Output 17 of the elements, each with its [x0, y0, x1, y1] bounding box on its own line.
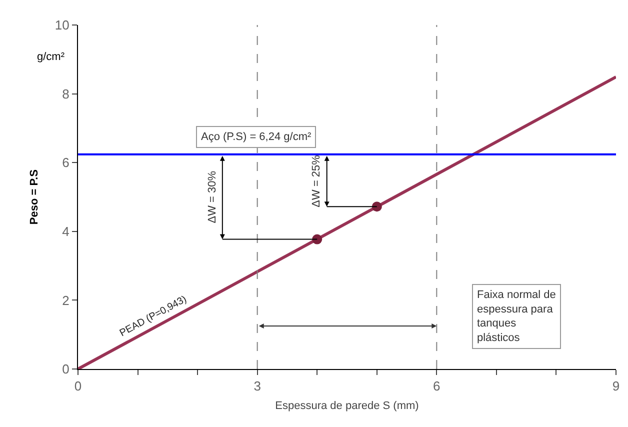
- y-tick-label: 4: [62, 224, 70, 239]
- y-tick-label: 10: [54, 18, 70, 33]
- y-tick-label: 6: [62, 155, 70, 170]
- x-axis-title: Espessura de parede S (mm): [275, 400, 419, 412]
- x-tick-label: 6: [433, 378, 440, 394]
- y-tick-label: 0: [62, 362, 70, 377]
- x-tick-label: 0: [74, 378, 82, 394]
- y-axis-title: Peso = P.S: [28, 169, 41, 225]
- ref-line-label: Aço (P.S) = 6,24 g/cm²: [201, 131, 312, 143]
- annotation: Faixa normal de espessura para tanques plásticos: [477, 289, 556, 344]
- annotation: ΔW = 25%: [310, 154, 322, 208]
- x-tick-label: 3: [254, 378, 261, 394]
- y-tick-label: 2: [62, 292, 70, 308]
- text: g/cm²: [37, 51, 65, 63]
- y-tick-label: 8: [62, 86, 70, 102]
- x-tick-label: 9: [612, 378, 620, 394]
- annotation: ΔW = 30%: [206, 170, 219, 224]
